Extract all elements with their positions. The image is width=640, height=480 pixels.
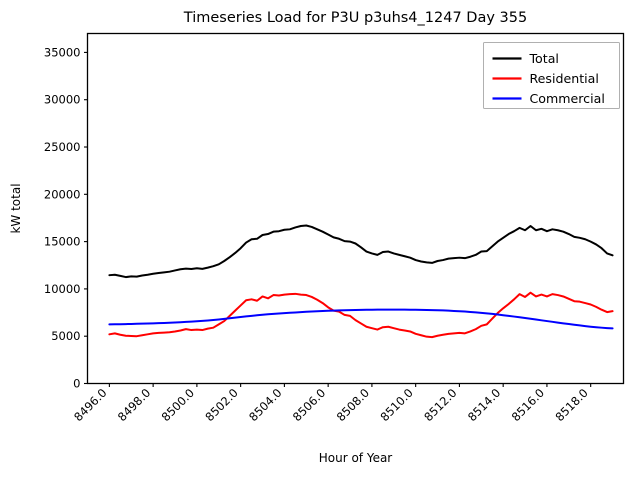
x-tick-label: 8496.0	[71, 386, 109, 424]
series-line-total	[108, 224, 614, 279]
chart-title: Timeseries Load for P3U p3uhs4_1247 Day …	[183, 10, 527, 26]
y-tick-label: 20000	[44, 187, 81, 201]
x-tick-label: 8502.0	[202, 386, 240, 424]
x-tick-label: 8512.0	[421, 386, 459, 424]
y-tick-label: 0	[73, 377, 80, 391]
x-tick-label: 8516.0	[509, 386, 547, 424]
y-axis-label: kW total	[9, 183, 23, 233]
y-tick-label: 30000	[44, 93, 81, 107]
x-axis-label: Hour of Year	[319, 451, 393, 465]
x-tick-label: 8498.0	[115, 386, 153, 424]
legend-label-total: Total	[529, 51, 559, 66]
x-tick-label: 8510.0	[377, 386, 415, 424]
y-tick-label: 5000	[51, 329, 80, 343]
plot-area-frame	[86, 32, 625, 385]
series-line-commercial	[108, 308, 614, 330]
x-tick-label: 8518.0	[552, 386, 590, 424]
y-tick-label: 35000	[44, 45, 81, 59]
x-tick-label: 8514.0	[465, 386, 503, 424]
x-tick-label: 8508.0	[334, 386, 372, 424]
x-tick-label: 8500.0	[159, 386, 197, 424]
y-tick-label: 15000	[44, 235, 81, 249]
x-tick-label: 8506.0	[290, 386, 328, 424]
series-line-residential	[108, 291, 614, 339]
legend-label-residential: Residential	[530, 71, 599, 86]
x-tick-label: 8504.0	[246, 386, 284, 424]
y-tick-label: 10000	[44, 282, 81, 296]
y-tick-label: 25000	[44, 140, 81, 154]
legend-label-commercial: Commercial	[530, 91, 605, 106]
